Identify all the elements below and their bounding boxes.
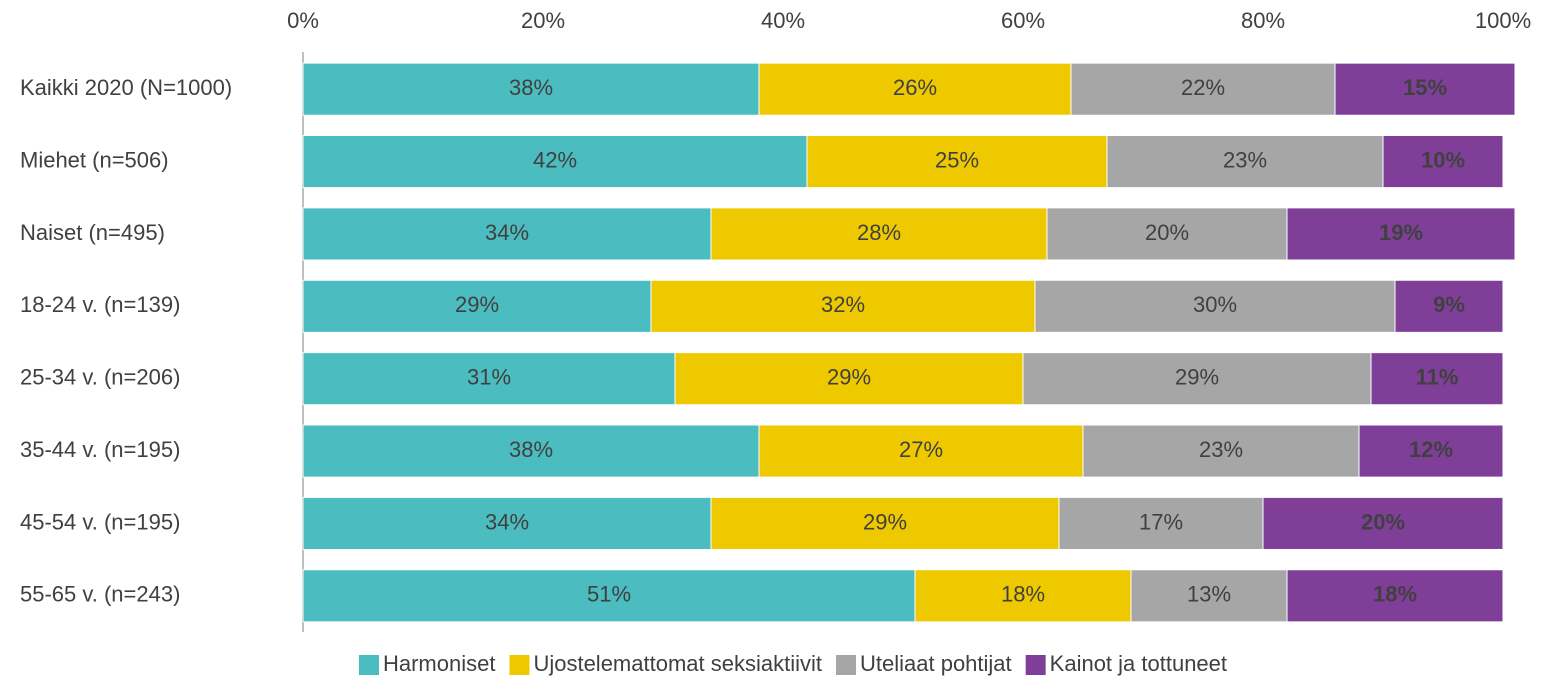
data-label: 10% xyxy=(1421,147,1465,172)
bar-segment xyxy=(1394,279,1504,333)
data-label: 31% xyxy=(467,365,511,390)
legend-swatch xyxy=(509,655,530,675)
data-label: 27% xyxy=(899,437,943,462)
data-label: 12% xyxy=(1409,437,1453,462)
y-tick-label: 18-24 v. (n=139) xyxy=(20,292,180,317)
data-label: 22% xyxy=(1181,75,1225,100)
data-label: 17% xyxy=(1139,509,1183,534)
legend-label: Harmoniset xyxy=(383,651,495,676)
bar-segment xyxy=(302,496,712,550)
bar-segment xyxy=(758,62,1072,116)
y-tick-label: 55-65 v. (n=243) xyxy=(20,582,180,607)
bar-segment xyxy=(1046,207,1288,261)
bar-segment xyxy=(710,207,1048,261)
x-tick-label: 60% xyxy=(1001,8,1045,33)
bar-segment xyxy=(674,352,1024,406)
legend-swatch xyxy=(1025,655,1046,675)
data-label: 29% xyxy=(863,509,907,534)
bar-segment xyxy=(302,569,916,623)
data-label: 29% xyxy=(455,292,499,317)
bar-segment xyxy=(1286,569,1504,623)
data-label: 13% xyxy=(1187,582,1231,607)
legend-swatch xyxy=(836,655,857,675)
bar-segment xyxy=(1034,279,1396,333)
bar-segment xyxy=(650,279,1036,333)
data-label: 20% xyxy=(1361,509,1405,534)
data-label: 9% xyxy=(1433,292,1465,317)
y-tick-label: 35-44 v. (n=195) xyxy=(20,437,180,462)
bar-segment xyxy=(806,135,1108,189)
data-label: 34% xyxy=(485,220,529,245)
data-label: 23% xyxy=(1223,147,1267,172)
data-label: 20% xyxy=(1145,220,1189,245)
legend-label: Uteliaat pohtijat xyxy=(860,651,1012,676)
bar-segment xyxy=(1058,496,1264,550)
bar-segment xyxy=(1262,496,1504,550)
data-label: 18% xyxy=(1373,582,1417,607)
bar-segment xyxy=(758,424,1084,478)
bar-segment xyxy=(1130,569,1288,623)
x-tick-label: 40% xyxy=(761,8,805,33)
bar-segment xyxy=(1022,352,1372,406)
bar-segment xyxy=(302,424,760,478)
x-tick-label: 100% xyxy=(1475,8,1531,33)
bar-segment xyxy=(1070,62,1336,116)
data-label: 29% xyxy=(1175,365,1219,390)
data-label: 11% xyxy=(1416,365,1459,390)
bar-segment xyxy=(1370,352,1504,406)
x-tick-label: 80% xyxy=(1241,8,1285,33)
data-label: 32% xyxy=(821,292,865,317)
x-tick-label: 0% xyxy=(287,8,319,33)
bar-segment xyxy=(302,207,712,261)
data-label: 34% xyxy=(485,509,529,534)
data-label: 42% xyxy=(533,147,577,172)
bar-segment xyxy=(1082,424,1360,478)
bar-segment xyxy=(302,352,676,406)
y-tick-label: 25-34 v. (n=206) xyxy=(20,365,180,390)
y-tick-label: Naiset (n=495) xyxy=(20,220,165,245)
y-tick-label: Kaikki 2020 (N=1000) xyxy=(20,75,232,100)
data-label: 26% xyxy=(893,75,937,100)
bar-segment xyxy=(1358,424,1504,478)
data-label: 15% xyxy=(1403,75,1447,100)
data-label: 25% xyxy=(935,147,979,172)
legend-swatch xyxy=(358,655,379,675)
data-label: 29% xyxy=(827,365,871,390)
bar-segment xyxy=(1286,207,1516,261)
bar-segment xyxy=(302,279,652,333)
legend-label: Ujostelemattomat seksiaktiivit xyxy=(533,651,822,676)
legend-label: Kainot ja tottuneet xyxy=(1050,651,1227,676)
bar-segment xyxy=(1334,62,1516,116)
y-tick-label: Miehet (n=506) xyxy=(20,147,169,172)
data-label: 28% xyxy=(857,220,901,245)
y-tick-label: 45-54 v. (n=195) xyxy=(20,509,180,534)
data-label: 23% xyxy=(1199,437,1243,462)
data-label: 30% xyxy=(1193,292,1237,317)
data-label: 38% xyxy=(509,75,553,100)
bar-segment xyxy=(710,496,1060,550)
bar-segment xyxy=(914,569,1132,623)
data-label: 51% xyxy=(587,582,631,607)
x-tick-label: 20% xyxy=(521,8,565,33)
data-label: 19% xyxy=(1379,220,1423,245)
bar-segment xyxy=(302,62,760,116)
data-label: 18% xyxy=(1001,582,1045,607)
data-label: 38% xyxy=(509,437,553,462)
bar-segment xyxy=(1382,135,1504,189)
